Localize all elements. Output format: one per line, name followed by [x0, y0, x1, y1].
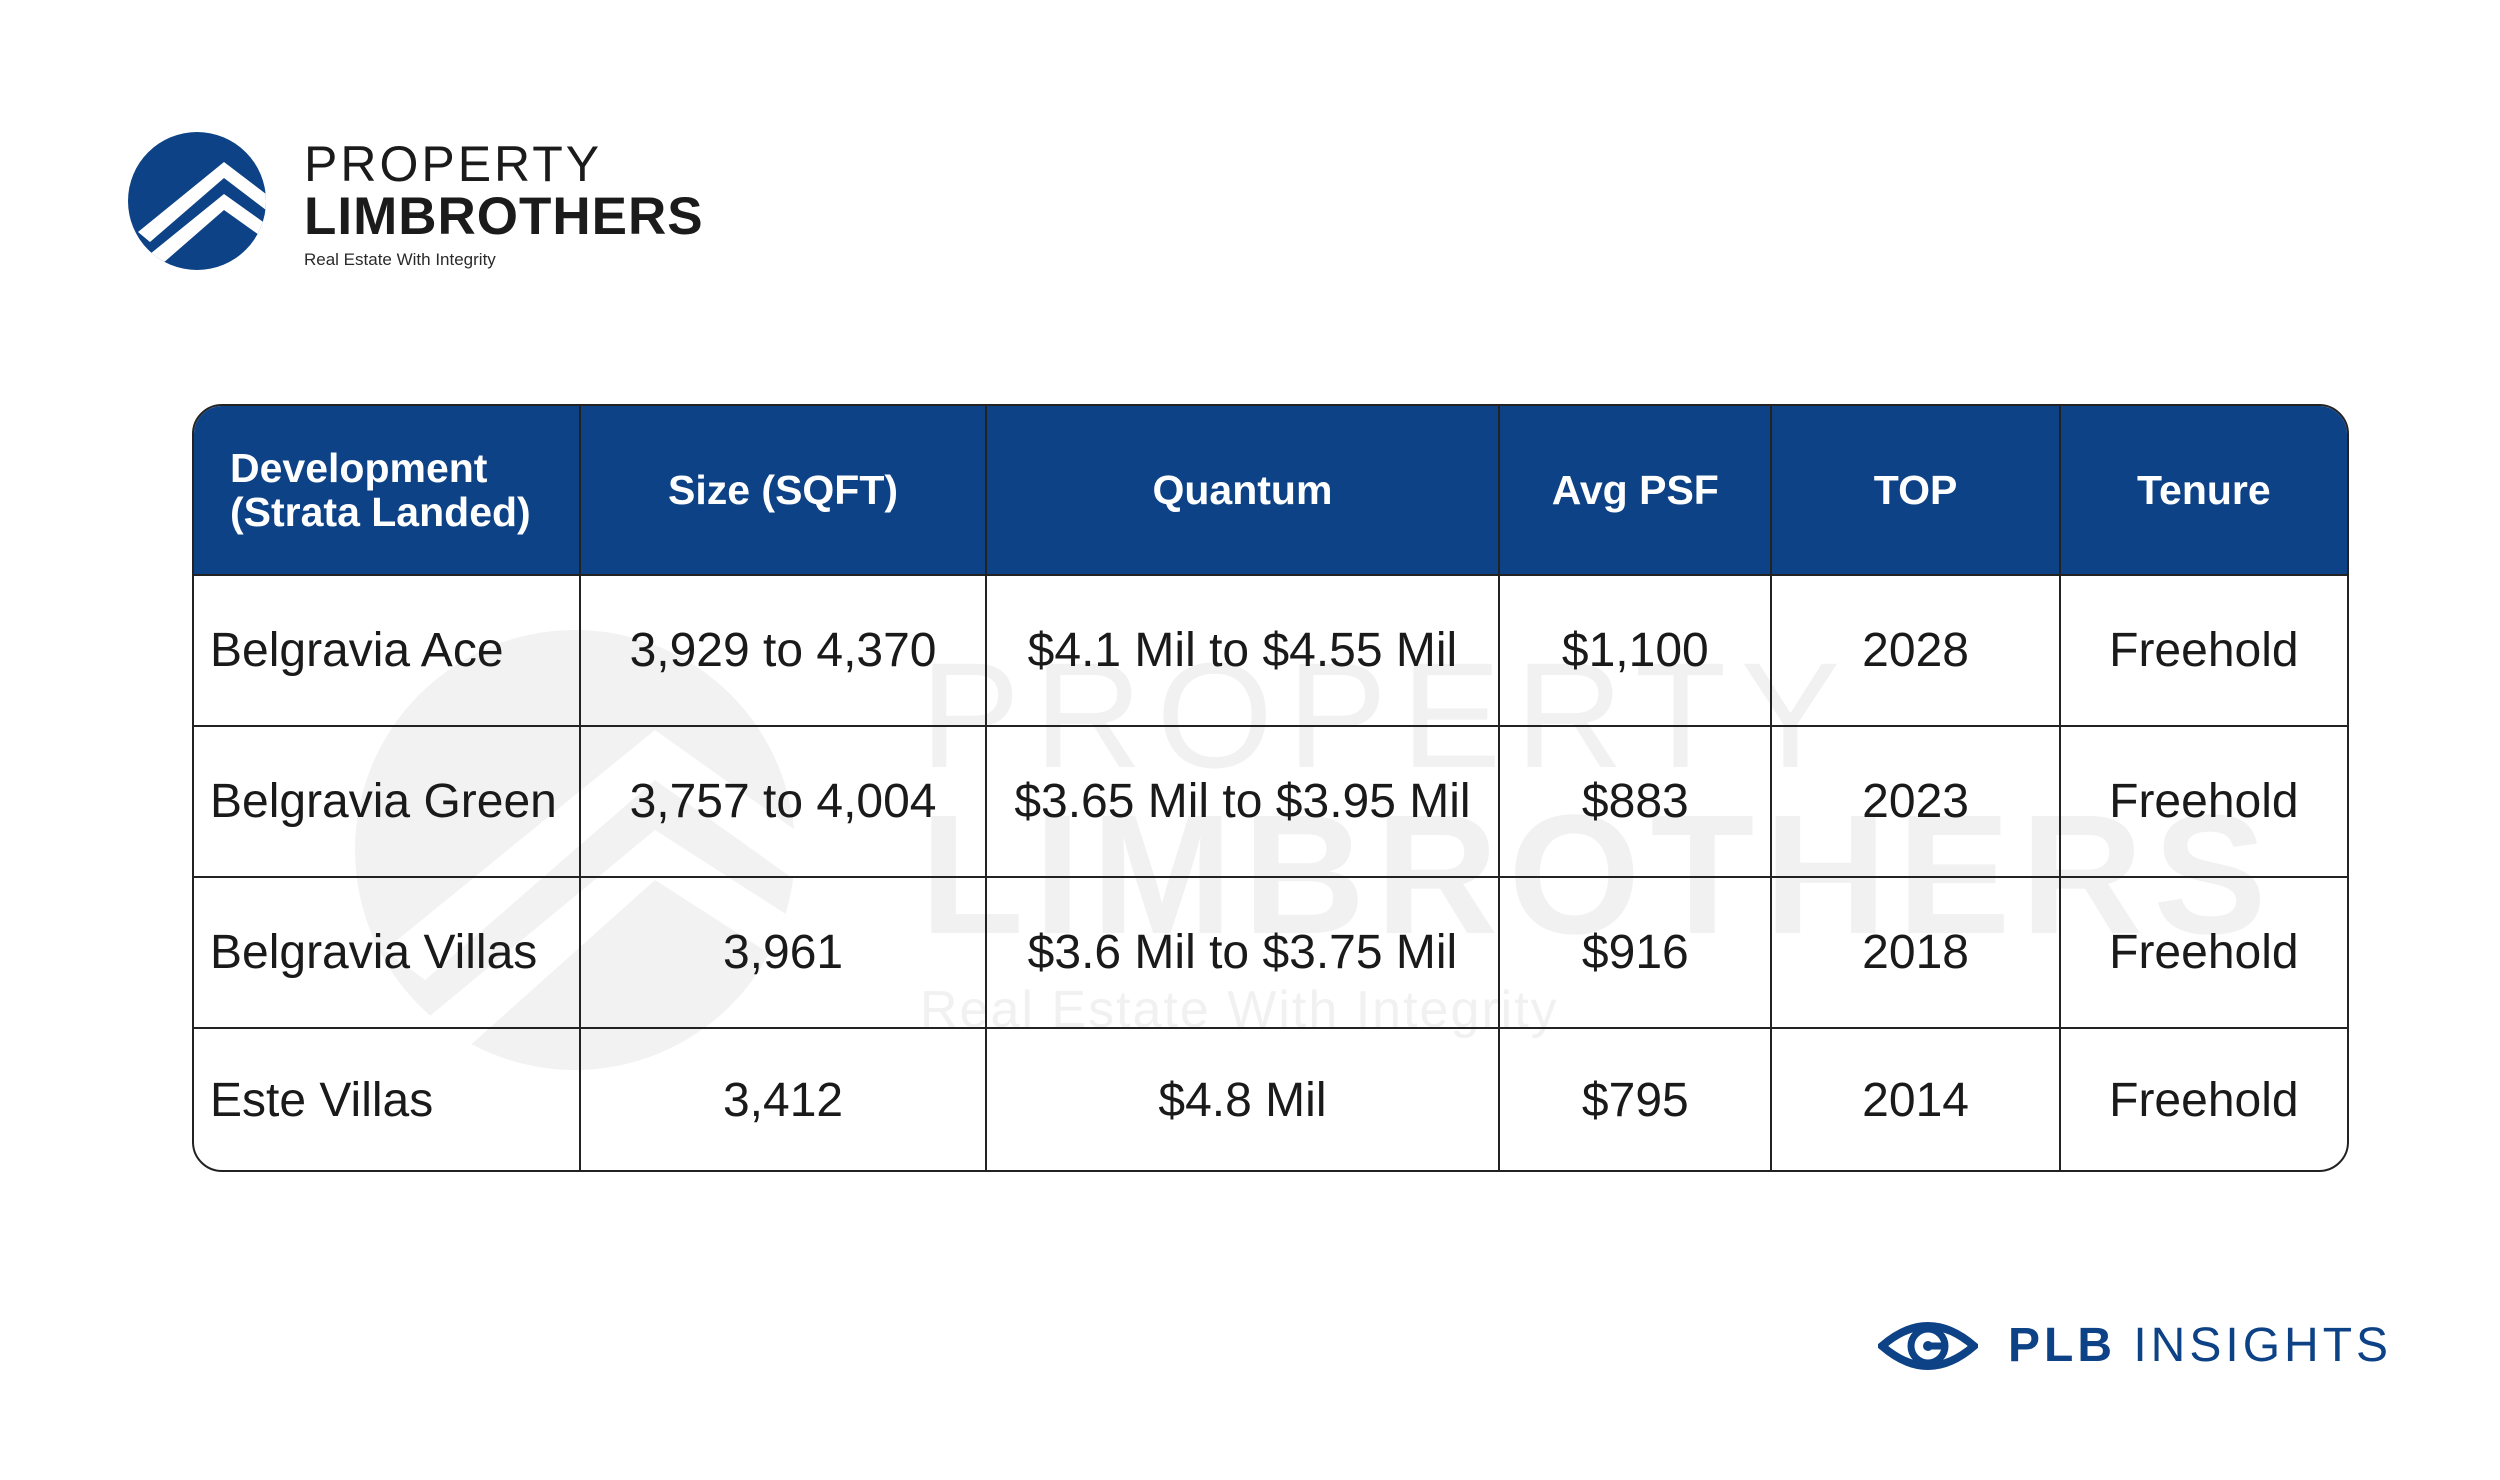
cell-quantum: $3.6 Mil to $3.75 Mil	[984, 876, 1501, 1029]
cell-size: 3,412	[579, 1027, 987, 1170]
cell-top: 2028	[1770, 574, 2061, 727]
cell-development: Belgravia Green	[194, 725, 582, 878]
header-avg-psf: Avg PSF	[1498, 406, 1773, 576]
table-header-row: Development (Strata Landed) Size (SQFT) …	[194, 406, 2347, 576]
table-row: Belgravia Ace 3,929 to 4,370 $4.1 Mil to…	[194, 574, 2347, 727]
cell-top: 2023	[1770, 725, 2061, 878]
header-tenure: Tenure	[2058, 406, 2347, 576]
cell-quantum: $4.1 Mil to $4.55 Mil	[984, 574, 1501, 727]
cell-development: Este Villas	[194, 1027, 582, 1170]
brand-tagline: Real Estate With Integrity	[304, 250, 496, 269]
header-top: TOP	[1770, 406, 2061, 576]
brand-logo: PROPERTY LIMBROTHERS Real Estate With In…	[128, 132, 728, 282]
cell-size: 3,929 to 4,370	[579, 574, 987, 727]
cell-avg-psf: $883	[1498, 725, 1773, 878]
cell-avg-psf: $1,100	[1498, 574, 1773, 727]
cell-avg-psf: $795	[1498, 1027, 1773, 1170]
brand-line1: PROPERTY	[304, 136, 603, 192]
comparison-table: Development (Strata Landed) Size (SQFT) …	[192, 404, 2349, 1172]
plb-insights-label-bold: PLB	[2008, 1319, 2116, 1372]
header-quantum: Quantum	[984, 406, 1501, 576]
cell-development: Belgravia Ace	[194, 574, 582, 727]
cell-size: 3,757 to 4,004	[579, 725, 987, 878]
table-row: Belgravia Villas 3,961 $3.6 Mil to $3.75…	[194, 876, 2347, 1029]
cell-quantum: $3.65 Mil to $3.95 Mil	[984, 725, 1501, 878]
cell-size: 3,961	[579, 876, 987, 1029]
cell-top: 2014	[1770, 1027, 2061, 1170]
header-size: Size (SQFT)	[579, 406, 987, 576]
cell-development: Belgravia Villas	[194, 876, 582, 1029]
header-development: Development (Strata Landed)	[194, 406, 582, 576]
cell-tenure: Freehold	[2058, 574, 2347, 727]
header-development-line2: (Strata Landed)	[230, 489, 531, 535]
plb-insights-label-rest: INSIGHTS	[2116, 1319, 2393, 1372]
brand-line2: LIMBROTHERS	[304, 187, 704, 246]
plb-insights-brand: PLB INSIGHTS	[1878, 1312, 2398, 1382]
eye-icon	[1878, 1322, 1978, 1370]
cell-tenure: Freehold	[2058, 1027, 2347, 1170]
cell-tenure: Freehold	[2058, 725, 2347, 878]
table-row: Belgravia Green 3,757 to 4,004 $3.65 Mil…	[194, 725, 2347, 878]
house-roof-logo-icon	[128, 132, 266, 270]
cell-top: 2018	[1770, 876, 2061, 1029]
brand-wordmark: PROPERTY LIMBROTHERS Real Estate With In…	[304, 138, 704, 270]
cell-avg-psf: $916	[1498, 876, 1773, 1029]
header-development-line1: Development	[230, 445, 488, 491]
plb-insights-label: PLB INSIGHTS	[2008, 1318, 2392, 1373]
cell-tenure: Freehold	[2058, 876, 2347, 1029]
table-row: Este Villas 3,412 $4.8 Mil $795 2014 Fre…	[194, 1027, 2347, 1170]
cell-quantum: $4.8 Mil	[984, 1027, 1501, 1170]
